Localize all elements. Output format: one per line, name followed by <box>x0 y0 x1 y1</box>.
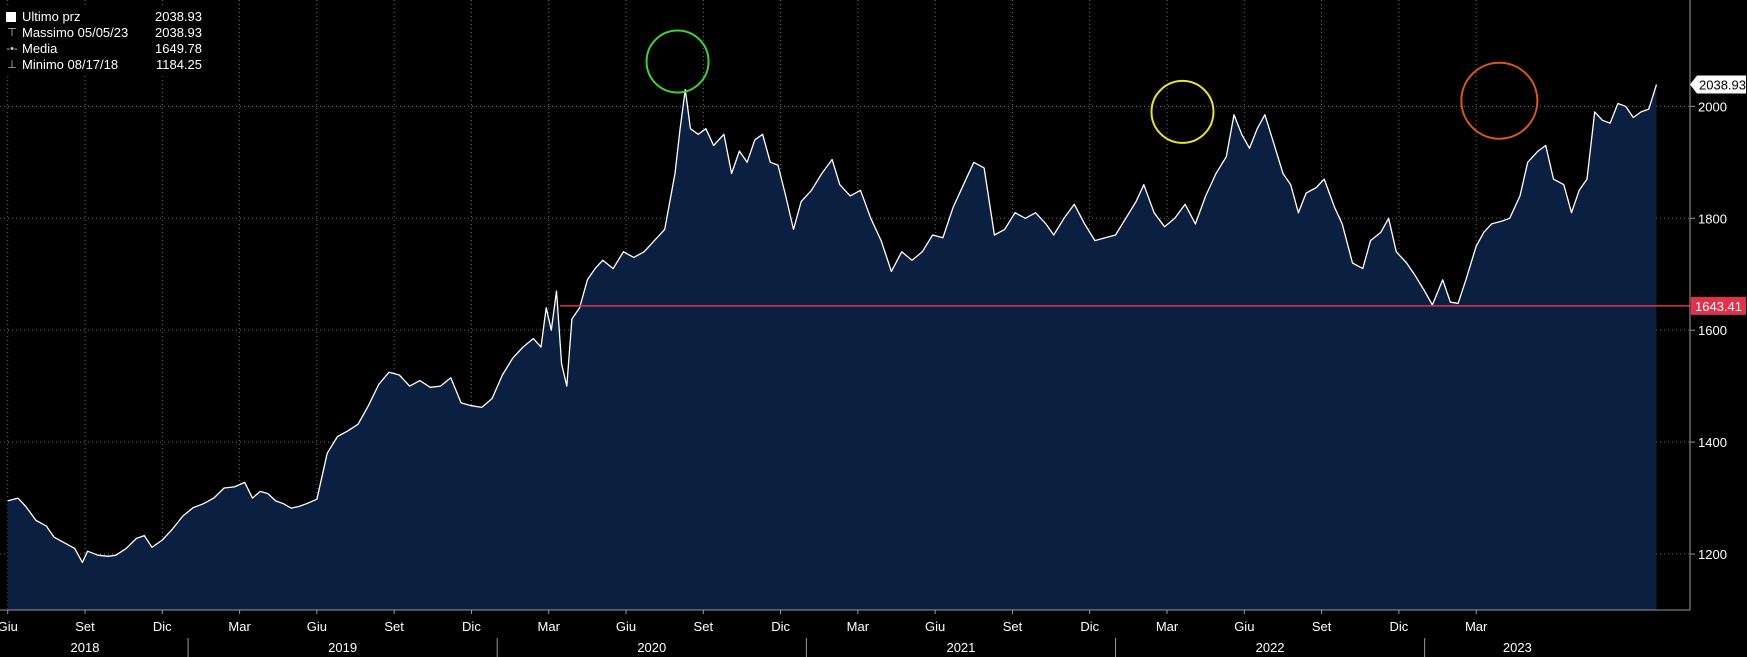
min-marker-icon: ⊥ <box>7 59 17 71</box>
legend-mean: -•- Media 1649.78 <box>6 41 202 57</box>
x-tick-label: Mar <box>228 619 251 634</box>
highlight-circle-green <box>645 29 710 94</box>
legend-max-label: Massimo 05/05/23 <box>22 25 129 40</box>
legend-last-label: Ultimo prz <box>22 9 81 24</box>
x-tick-label: Giu <box>0 619 18 634</box>
max-marker-icon: ⊤ <box>7 27 17 39</box>
x-tick-label: Dic <box>771 619 790 634</box>
x-tick-label: Dic <box>1080 619 1099 634</box>
y-tick-label: 1400 <box>1698 435 1727 450</box>
area-layer <box>7 84 1658 610</box>
legend-min-value: 1184.25 <box>155 57 202 72</box>
x-tick-label: Set <box>75 619 95 634</box>
legend-last: Ultimo prz 2038.93 <box>6 9 202 25</box>
x-tick-label: Mar <box>847 619 870 634</box>
year-label: 2022 <box>1256 640 1285 655</box>
legend-max-value: 2038.93 <box>155 25 202 40</box>
x-tick-label: Set <box>1312 619 1332 634</box>
x-tick-label: Set <box>384 619 404 634</box>
legend-min: ⊥ Minimo 08/17/18 1184.25 <box>6 57 202 73</box>
legend-mean-label: Media <box>22 41 58 56</box>
y-tick-label: 1600 <box>1698 323 1727 338</box>
y-tick-label: 2000 <box>1698 99 1727 114</box>
legend-last-value: 2038.93 <box>155 9 202 24</box>
last-tag-box <box>1690 75 1746 94</box>
reference-tag-label: 1643.41 <box>1695 299 1742 314</box>
x-tick-label: Giu <box>616 619 636 634</box>
year-label: 2023 <box>1503 640 1532 655</box>
x-tick-label: Set <box>694 619 714 634</box>
legend-min-label: Minimo 08/17/18 <box>22 57 119 72</box>
legend-mean-value: 1649.78 <box>155 41 202 56</box>
legend-swatch-icon <box>6 12 16 22</box>
x-tick-label: Mar <box>1156 619 1179 634</box>
x-tick-label: Giu <box>1234 619 1254 634</box>
y-tick-label: 1200 <box>1698 547 1727 562</box>
year-label: 2019 <box>328 640 357 655</box>
legend-max: ⊤ Massimo 05/05/23 2038.93 <box>6 25 202 41</box>
reference-tag-box <box>1691 296 1746 315</box>
year-label: 2021 <box>946 640 975 655</box>
chart-legend: Ultimo prz 2038.93 ⊤ Massimo 05/05/23 20… <box>2 7 208 76</box>
highlight-circle-orange <box>1460 61 1539 140</box>
x-tick-label: Dic <box>462 619 481 634</box>
x-tick-label: Set <box>1003 619 1023 634</box>
y-tick-label: 1800 <box>1698 211 1727 226</box>
x-tick-label: Mar <box>1465 619 1488 634</box>
last-value-tag: 2038.93 <box>1690 75 1746 94</box>
price-area <box>7 84 1657 610</box>
highlight-circle-yellow <box>1150 79 1215 144</box>
year-label: 2018 <box>71 640 100 655</box>
price-line <box>7 84 1658 564</box>
reference-value-tag: 1643.41 <box>1691 296 1746 315</box>
x-tick-label: Dic <box>153 619 172 634</box>
x-tick-label: Mar <box>538 619 561 634</box>
x-tick-label: Giu <box>925 619 945 634</box>
x-tick-label: Dic <box>1389 619 1408 634</box>
mean-marker-icon: -•- <box>6 43 18 55</box>
year-label: 2020 <box>637 640 666 655</box>
x-tick-label: Giu <box>307 619 327 634</box>
last-tag-label: 2038.93 <box>1699 78 1746 93</box>
highlight-circles <box>645 29 1539 144</box>
